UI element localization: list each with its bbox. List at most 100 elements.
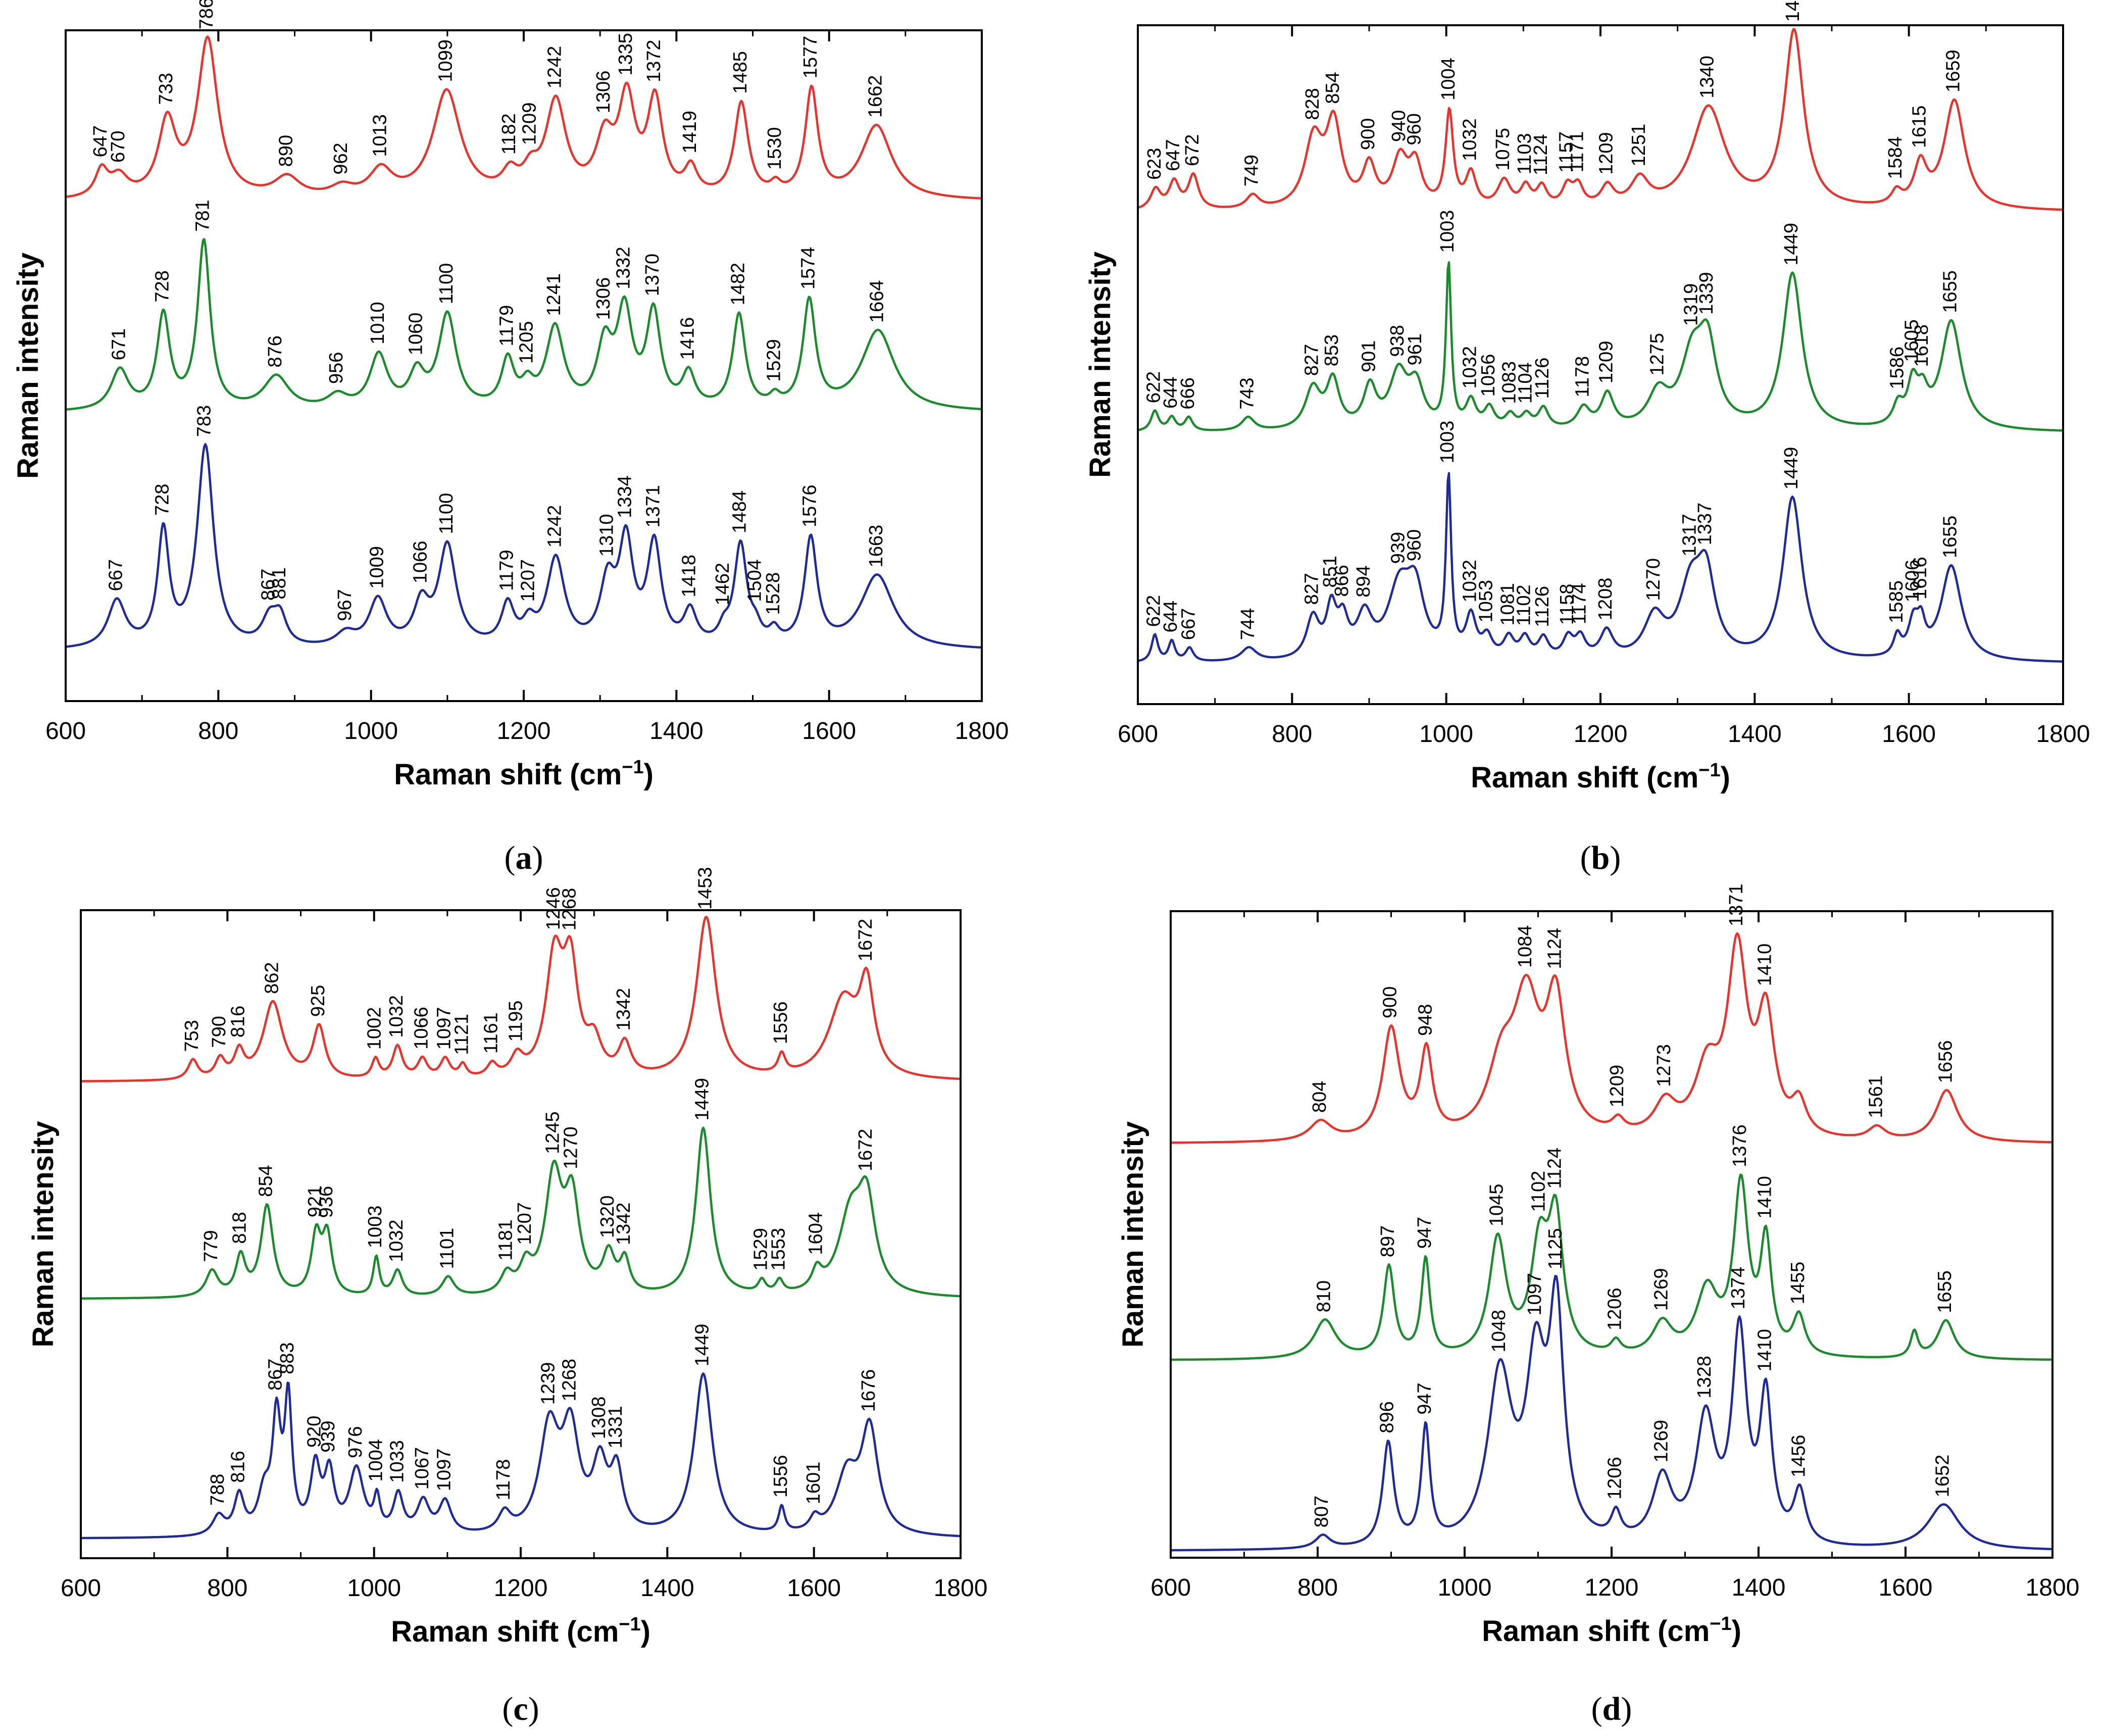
peak-label: 1002	[364, 1007, 385, 1050]
x-tick-label: 1000	[1438, 1574, 1492, 1601]
peak-label: 1308	[588, 1397, 610, 1440]
peak-label: 1178	[493, 1459, 514, 1501]
peak-label: 1331	[605, 1406, 626, 1449]
peak-label: 1097	[434, 1007, 455, 1050]
peak-label: 1032	[1460, 346, 1481, 389]
peak-label: 1553	[768, 1228, 789, 1271]
peak-label: 1104	[1515, 362, 1536, 404]
peak-label: 1124	[1544, 1148, 1565, 1189]
peak-label: 853	[1321, 334, 1342, 366]
peak-label: 1655	[1940, 516, 1961, 559]
panel-caption-open: (	[1580, 839, 1591, 876]
peak-label: 1010	[367, 302, 388, 344]
spectrum-blue	[1137, 472, 2063, 663]
peak-label: 1171	[1567, 131, 1588, 173]
peak-label: 1504	[744, 559, 766, 602]
peak-label: 1317	[1679, 514, 1700, 557]
peak-label: 1584	[1885, 136, 1906, 179]
peak-label: 1586	[1886, 346, 1908, 389]
x-axis-title: Raman shift (cm−1)	[391, 1614, 650, 1648]
peak-label: 896	[1377, 1401, 1398, 1433]
peak-label: 1663	[866, 525, 887, 568]
peak-label: 1126	[1532, 358, 1553, 399]
x-axis-title-close: )	[644, 758, 654, 791]
peak-label: 1370	[642, 254, 663, 296]
x-tick-label: 1800	[955, 718, 1009, 745]
peak-label: 622	[1143, 371, 1165, 403]
peak-label: 936	[316, 1186, 337, 1218]
peak-labels-red: 804 900 948 1084 1124 1209 1273 1371 1410 1561 165…	[1309, 883, 1957, 1118]
peak-label: 827	[1301, 344, 1323, 376]
panel-caption-close: )	[1621, 1691, 1632, 1727]
peak-label: 967	[334, 589, 356, 621]
x-tick-label: 800	[207, 1575, 247, 1602]
peak-label: 1528	[763, 572, 784, 615]
peak-label: 1664	[866, 280, 887, 323]
x-tick-label: 1800	[2036, 721, 2090, 748]
peak-label: 1032	[1460, 118, 1481, 161]
peak-label: 1003	[1437, 210, 1458, 253]
x-tick-label: 1800	[934, 1575, 988, 1602]
spectrum-green	[1170, 1173, 2053, 1361]
peak-label: 1100	[436, 263, 457, 305]
x-tick-label: 1800	[2026, 1574, 2080, 1601]
peak-label: 956	[326, 352, 347, 384]
peak-label: 1182	[498, 113, 520, 155]
x-tick-label: 600	[45, 718, 86, 745]
peak-label: 1270	[1643, 558, 1664, 601]
x-tick-label: 600	[1118, 721, 1158, 748]
peak-label: 854	[1322, 72, 1343, 104]
peak-label: 1245	[542, 1111, 563, 1154]
peak-label: 1004	[366, 1439, 387, 1482]
peak-label: 1342	[613, 988, 634, 1031]
peak-label: 816	[228, 1006, 249, 1037]
peak-label: 644	[1160, 601, 1181, 632]
spectrum-red	[65, 35, 982, 200]
peak-label: 867	[258, 569, 279, 601]
peak-label: 976	[345, 1426, 366, 1458]
peak-label: 818	[229, 1212, 250, 1244]
peak-label: 947	[1414, 1382, 1435, 1414]
peak-label: 1075	[1492, 128, 1514, 171]
peak-label: 1672	[855, 1129, 876, 1172]
panel-caption-close: )	[1610, 839, 1621, 876]
peak-label: 1207	[514, 1202, 535, 1245]
peak-label: 921	[305, 1185, 326, 1217]
x-tick-label: 1000	[1419, 721, 1473, 748]
peak-label: 644	[1160, 377, 1181, 409]
x-tick-label: 1000	[347, 1575, 401, 1602]
peak-label: 1004	[1438, 58, 1459, 101]
peak-label: 1456	[1788, 1435, 1810, 1478]
peak-label: 1179	[496, 550, 517, 591]
chart-panel-d: 804 900 948 1084 1124 1209 1273 1371 1410 1561 165…	[1117, 883, 2079, 1727]
peak-label: 1306	[593, 71, 614, 114]
peak-label: 1053	[1476, 580, 1497, 623]
peak-label: 1334	[615, 475, 636, 518]
peak-label: 1605	[1901, 319, 1922, 362]
x-axis-title-close: )	[1732, 1615, 1741, 1648]
y-axis-title: Raman intensity	[12, 253, 44, 479]
peak-label: 851	[1320, 556, 1341, 587]
peak-label: 1332	[613, 246, 634, 289]
x-tick-label: 1600	[1882, 721, 1936, 748]
peak-label: 733	[156, 73, 177, 105]
peak-label: 1241	[543, 273, 565, 316]
x-tick-label: 1200	[1574, 721, 1628, 748]
peak-label: 786	[196, 0, 217, 29]
peak-label: 1576	[799, 485, 820, 528]
peak-label: 1410	[1755, 1176, 1776, 1219]
peak-label: 1013	[369, 114, 390, 157]
peak-label: 1275	[1647, 333, 1668, 376]
peak-label: 1206	[1605, 1287, 1626, 1330]
panel-caption-letter: d	[1602, 1691, 1621, 1727]
x-tick-label: 1200	[494, 1575, 548, 1602]
peak-label: 1003	[1437, 421, 1458, 464]
spectrum-red	[80, 916, 961, 1082]
peak-label: 1453	[694, 867, 716, 910]
peak-label: 1577	[800, 36, 821, 79]
peak-label: 781	[192, 200, 214, 231]
panel-caption-letter: b	[1591, 839, 1610, 876]
